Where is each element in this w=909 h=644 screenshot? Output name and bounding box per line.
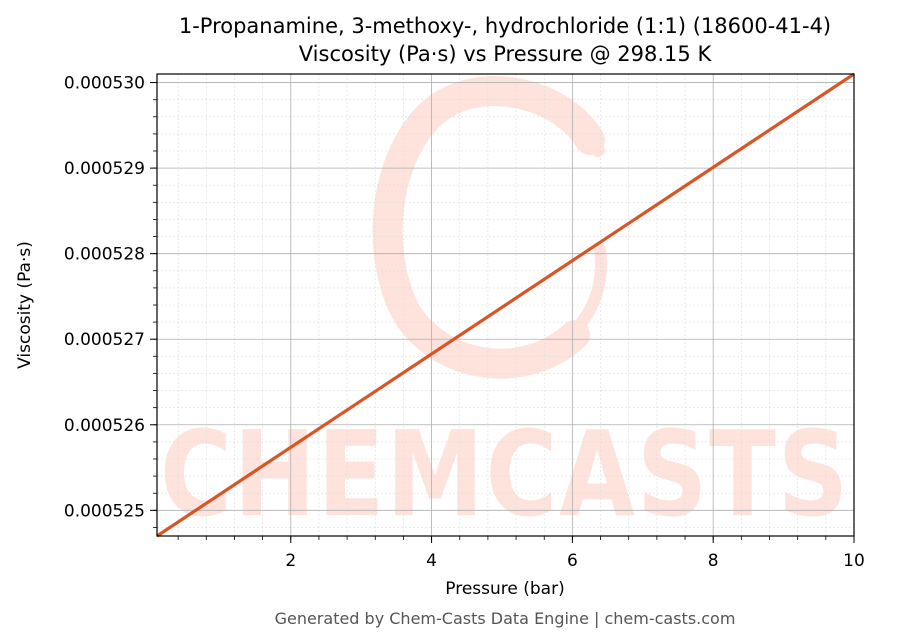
y-axis: 0.000525 0.000526 0.000527 0.000528 0.000529… [64, 74, 157, 528]
y-tick-label: 0.000527 [64, 330, 145, 350]
y-axis-label: Viscosity (Pa·s) [15, 241, 35, 369]
y-tick-label: 0.000526 [64, 416, 145, 436]
series-line [156, 72, 855, 538]
watermark-text: CHEMCASTS [160, 405, 850, 543]
chart-title: 1-Propanamine, 3-methoxy-, hydrochloride… [179, 14, 831, 38]
x-tick-label: 10 [843, 551, 865, 571]
chart-subtitle: Viscosity (Pa·s) vs Pressure @ 298.15 K [299, 42, 713, 66]
footer-credit: Generated by Chem-Casts Data Engine | ch… [275, 609, 736, 628]
y-tick-label: 0.000530 [64, 74, 145, 94]
x-axis-label: Pressure (bar) [445, 579, 564, 599]
x-tick-label: 2 [285, 551, 296, 571]
y-tick-label: 0.000525 [64, 501, 145, 521]
x-tick-label: 4 [426, 551, 437, 571]
watermark-logo [372, 76, 607, 379]
x-tick-label: 6 [567, 551, 578, 571]
watermark: CHEMCASTS [160, 76, 850, 543]
x-tick-label: 8 [708, 551, 719, 571]
y-tick-label: 0.000529 [64, 159, 145, 179]
y-tick-label: 0.000528 [64, 245, 145, 265]
x-axis: 2 4 6 8 10 [177, 536, 865, 571]
series-layer [156, 72, 855, 538]
